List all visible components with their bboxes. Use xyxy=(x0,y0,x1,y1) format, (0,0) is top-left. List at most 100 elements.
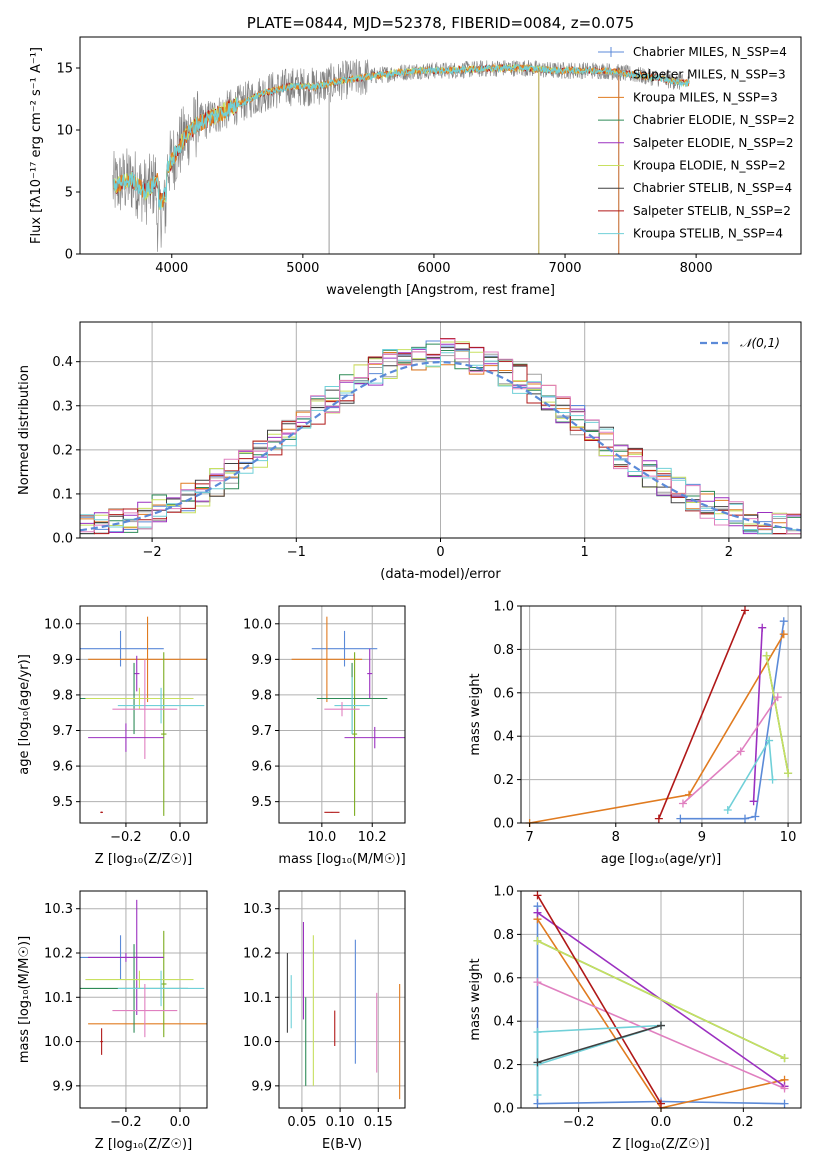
y-axis-label: mass [log₁₀(M/M☉)] xyxy=(17,936,32,1063)
errorbars xyxy=(291,616,405,816)
x-tick-label: 5000 xyxy=(286,261,319,276)
weight-series xyxy=(537,981,785,1090)
mass-weight-panel: −0.2 0.0 0.2 0.0 0.2 0.4 0.6 0.8 1.0 Z [log₁₀(Z/Z… xyxy=(468,885,802,1152)
errorbar-panel: 0.05 0.10 0.15 9.9 10.0 10.1 10.2 10.3 E(B-V) xyxy=(243,890,406,1152)
x-tick-label: 0 xyxy=(436,545,444,560)
weight-series xyxy=(536,894,662,1105)
weight-marker xyxy=(657,1099,665,1108)
y-tick-label: 0.2 xyxy=(52,443,73,458)
x-axis-label: wavelength [Angstrom, rest frame] xyxy=(326,283,555,298)
weight-marker xyxy=(533,1058,542,1067)
plot-frame xyxy=(278,605,406,824)
weight-marker xyxy=(780,1099,789,1108)
weight-series xyxy=(765,655,789,774)
y-axis-label: age [log₁₀(age/yr)] xyxy=(17,654,32,775)
weight-marker xyxy=(654,814,663,823)
weight-marker xyxy=(741,814,749,823)
legend-label: Chabrier MILES, N_SSP=4 xyxy=(633,45,787,59)
y-axis-label: mass weight xyxy=(468,673,483,755)
y-tick-label: 0.8 xyxy=(493,643,514,658)
weight-marker xyxy=(533,978,542,987)
y-tick-label: 0.8 xyxy=(493,928,514,943)
weight-marker xyxy=(657,1021,665,1030)
y-tick-label: 0.4 xyxy=(493,1015,514,1030)
y-tick-label: 0.2 xyxy=(493,1058,514,1073)
y-axis-label: mass weight xyxy=(468,958,483,1040)
weight-lines xyxy=(533,891,789,1112)
x-tick-label: 0.05 xyxy=(287,1115,316,1130)
y-tick-label: 9.7 xyxy=(52,724,73,739)
model-spectrum xyxy=(113,63,690,207)
y-tick-label: 9.8 xyxy=(251,688,272,703)
weight-marker xyxy=(773,693,782,702)
y-axis-label: Flux [fλ10⁻¹⁷ erg cm⁻² s⁻¹ A⁻¹] xyxy=(29,47,44,244)
y-tick-label: 15 xyxy=(56,62,73,77)
y-tick-label: 5 xyxy=(65,186,73,201)
y-tick-label: 10.1 xyxy=(44,991,73,1006)
y-tick-label: 1.0 xyxy=(493,600,514,615)
y-tick-label: 9.8 xyxy=(52,688,73,703)
y-tick-label: 0.1 xyxy=(52,487,73,502)
legend-label: Kroupa ELODIE, N_SSP=2 xyxy=(633,159,786,173)
weight-marker xyxy=(678,799,687,808)
y-tick-label: 0.0 xyxy=(493,1102,514,1117)
errorbars xyxy=(286,922,401,1100)
y-tick-label: 10.1 xyxy=(243,991,272,1006)
legend-label: Chabrier STELIB, N_SSP=4 xyxy=(633,181,792,195)
x-tick-label: 1 xyxy=(581,545,589,560)
x-tick-label: 7 xyxy=(525,830,533,845)
x-tick-label: 8 xyxy=(612,830,620,845)
x-axis-label: Z [log₁₀(Z/Z☉)] xyxy=(95,852,192,867)
errorbar-panel: −0.2 0.0 9.5 9.6 9.7 9.8 9.9 10.0 Z [log₁₀(Z/Z☉)… xyxy=(17,605,208,867)
weight-marker xyxy=(768,775,777,784)
x-tick-label: 10 xyxy=(780,830,797,845)
x-tick-label: −2 xyxy=(143,545,162,560)
y-tick-label: 9.7 xyxy=(251,724,272,739)
errorbars xyxy=(80,616,207,816)
model-spectrum xyxy=(113,63,690,210)
y-tick-label: 9.5 xyxy=(52,795,73,810)
weight-marker xyxy=(741,606,749,615)
x-axis-label: (data-model)/error xyxy=(380,567,501,582)
spectrum-lines xyxy=(112,59,690,254)
y-tick-label: 10.3 xyxy=(44,902,73,917)
gaussian-curve xyxy=(80,360,801,532)
weight-series xyxy=(680,621,785,820)
plot-frame xyxy=(79,36,802,255)
y-tick-label: 0.0 xyxy=(493,817,514,832)
legend-label: Salpeter ELODIE, N_SSP=2 xyxy=(633,136,794,150)
y-tick-label: 10.2 xyxy=(243,947,272,962)
x-tick-label: 2 xyxy=(725,545,733,560)
weight-marker xyxy=(779,617,788,626)
observed-spectrum xyxy=(112,59,690,252)
weight-marker xyxy=(749,797,758,806)
plot-frame xyxy=(79,890,208,1109)
histogram-panel: −2 −1 0 1 2 0.0 0.1 0.2 0.3 0.4 (data-model)/error… xyxy=(17,321,802,582)
histogram-series xyxy=(80,347,801,534)
x-axis-label: mass [log₁₀(M/M☉)] xyxy=(278,852,405,867)
weight-series xyxy=(658,609,746,820)
weight-series xyxy=(727,737,774,811)
x-tick-label: −1 xyxy=(287,545,306,560)
x-tick-label: 10.2 xyxy=(358,830,387,845)
y-tick-label: 10.3 xyxy=(243,902,272,917)
x-tick-label: −0.2 xyxy=(563,1115,595,1130)
y-tick-label: 10.0 xyxy=(44,617,73,632)
x-tick-label: −0.2 xyxy=(110,830,142,845)
y-tick-label: 0.2 xyxy=(493,773,514,788)
x-tick-label: 0.0 xyxy=(170,1115,191,1130)
weight-series xyxy=(529,633,785,824)
errorbar-panel: −0.2 0.0 9.9 10.0 10.1 10.2 10.3 Z [log₁₀(Z/Z☉)… xyxy=(17,890,208,1152)
y-tick-label: 0.3 xyxy=(52,399,73,414)
y-tick-label: 0.6 xyxy=(493,686,514,701)
weight-marker xyxy=(676,814,685,823)
y-tick-label: 9.9 xyxy=(52,1079,73,1094)
plot-frame xyxy=(79,605,208,824)
histogram-steps xyxy=(80,338,801,535)
errorbar-panel: 10.0 10.2 9.5 9.6 9.7 9.8 9.9 10.0 mass [log₁₀(M… xyxy=(243,605,406,867)
y-tick-label: 9.6 xyxy=(52,760,73,775)
y-tick-label: 0 xyxy=(65,248,73,263)
weight-marker xyxy=(736,747,745,756)
x-tick-label: 0.2 xyxy=(733,1115,754,1130)
x-tick-label: 9 xyxy=(698,830,706,845)
